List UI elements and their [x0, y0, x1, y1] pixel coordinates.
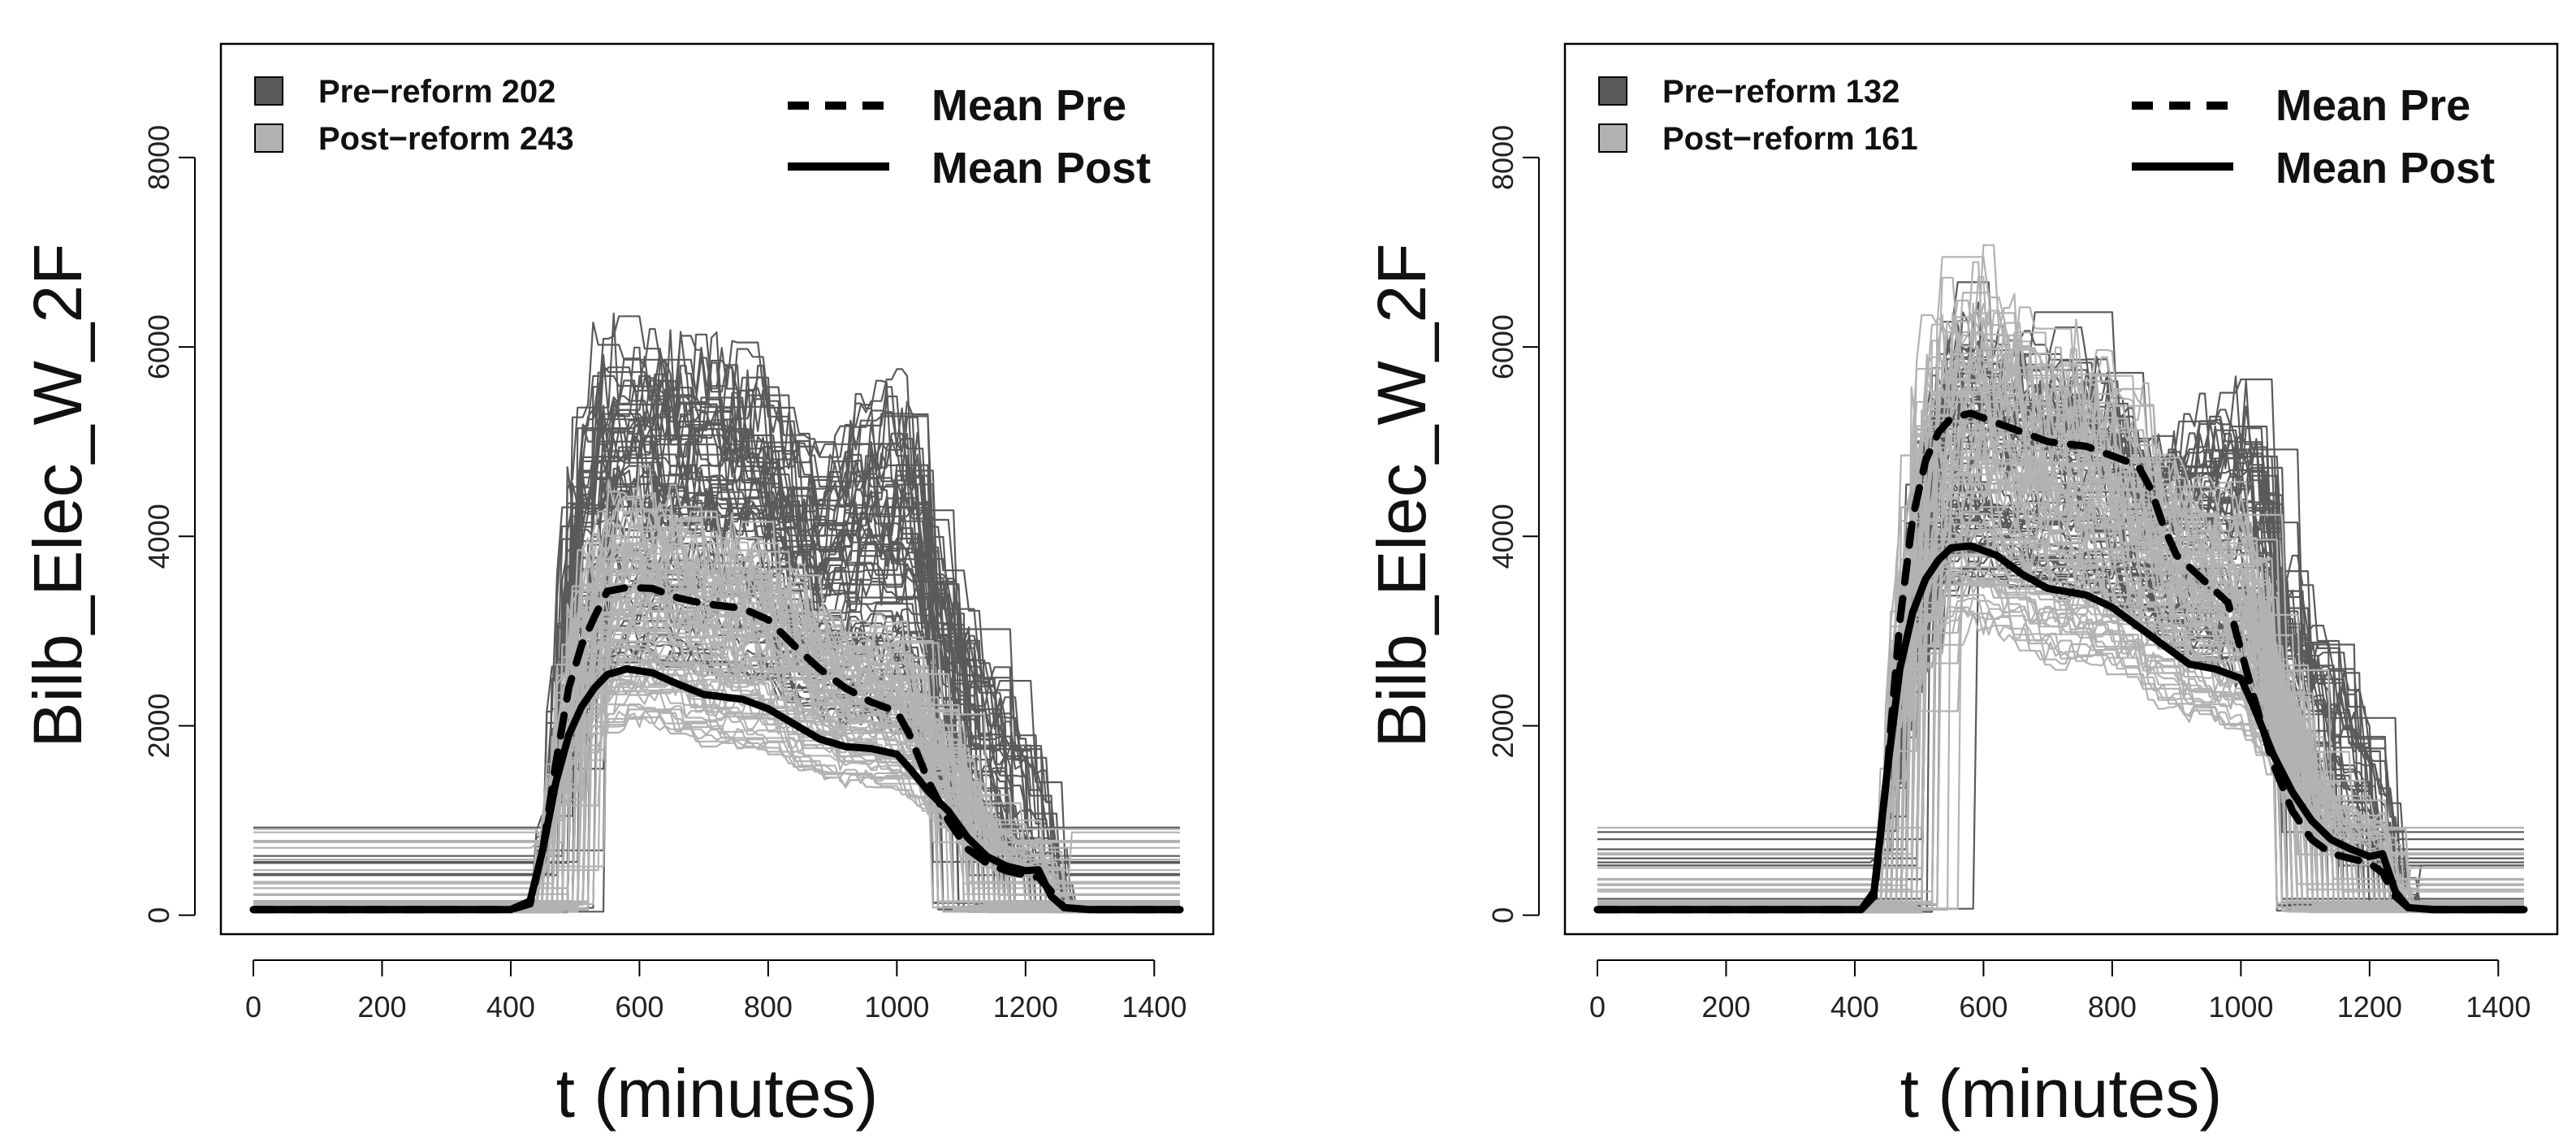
mean-post-line	[1593, 542, 2528, 914]
legend-counts: Pre−reform 202 Post−reform 243	[254, 74, 574, 157]
x-tick-label: 200	[357, 990, 406, 1024]
x-tick-label: 0	[245, 990, 261, 1024]
load-trace	[1597, 528, 2524, 880]
legend-swatch-post	[254, 123, 283, 153]
x-tick-label: 200	[1701, 990, 1750, 1024]
load-trace	[1597, 379, 2524, 902]
y-tick-label: 4000	[1486, 504, 1519, 569]
x-axis-title: t (minutes)	[1900, 1055, 2223, 1132]
y-axis-title: Bilb_Elec_W_2F	[19, 244, 96, 748]
mean-lines	[1593, 409, 2528, 914]
y-tick-label: 2000	[1486, 693, 1519, 758]
y-axis: 0 2000 4000 6000 8000	[1486, 125, 1540, 924]
legend-means: Mean Pre Mean Post	[2132, 81, 2495, 193]
legend-mean-post-label: Mean Post	[2276, 144, 2495, 193]
y-axis-title: Bilb_Elec_W_2F	[1364, 244, 1440, 748]
legend-swatch-post	[1598, 123, 1627, 153]
mean-lines	[249, 583, 1184, 914]
load-trace	[253, 514, 1180, 906]
load-trace	[253, 508, 1180, 895]
load-trace	[1597, 554, 2524, 885]
mean-pre-line	[1593, 409, 2528, 914]
mean-pre-line	[249, 583, 1184, 914]
panel-right: 0 200 400 600 800 1000 1200 1400 0 2000 4000 6000 8…	[1364, 42, 2559, 1132]
load-trace	[1597, 596, 2524, 891]
load-trace	[1597, 311, 2524, 851]
mean-post-line	[249, 665, 1184, 914]
x-tick-label: 800	[744, 990, 793, 1024]
x-tick-label: 1400	[1122, 990, 1186, 1024]
legend-label-pre: Pre−reform 132	[1662, 74, 1900, 110]
y-tick-label: 0	[1486, 907, 1519, 924]
y-tick-label: 4000	[142, 504, 175, 569]
x-axis: 0 200 400 600 800 1000 1200 1400	[1589, 959, 2531, 1024]
load-trace	[253, 543, 1180, 902]
x-tick-label: 600	[615, 990, 663, 1024]
load-trace	[1597, 523, 2524, 855]
plot-frame	[219, 42, 1215, 936]
x-tick-label: 1200	[993, 990, 1058, 1024]
y-tick-label: 8000	[1486, 125, 1519, 190]
panel-left: 0 200 400 600 800 1000 1200 1400 0 2000 4000 6000 8…	[19, 42, 1215, 1132]
individual-traces	[253, 312, 1180, 914]
x-axis: 0 200 400 600 800 1000 1200 1400	[245, 959, 1186, 1024]
legend-counts: Pre−reform 132 Post−reform 161	[1598, 74, 1918, 157]
load-trace	[253, 619, 1180, 844]
x-tick-label: 600	[1959, 990, 2008, 1024]
legend-label-pre: Pre−reform 202	[318, 74, 555, 110]
load-trace	[253, 600, 1180, 861]
y-tick-label: 0	[142, 907, 175, 924]
y-tick-label: 6000	[142, 314, 175, 379]
x-tick-label: 1400	[2466, 990, 2531, 1024]
legend-label-post: Post−reform 161	[1662, 121, 1918, 157]
x-tick-label: 800	[2088, 990, 2137, 1024]
y-tick-label: 6000	[1486, 314, 1519, 379]
load-trace	[253, 704, 1180, 885]
plot-frame	[1563, 42, 2559, 936]
x-tick-label: 400	[1830, 990, 1879, 1024]
legend-mean-pre-label: Mean Pre	[931, 81, 1126, 130]
legend-label-post: Post−reform 243	[318, 121, 574, 157]
load-trace	[253, 525, 1180, 896]
legend-means: Mean Pre Mean Post	[788, 81, 1151, 193]
x-tick-label: 1200	[2337, 990, 2402, 1024]
x-tick-label: 1000	[2208, 990, 2273, 1024]
y-axis: 0 2000 4000 6000 8000	[142, 125, 196, 924]
legend-swatch-pre	[1598, 76, 1627, 106]
x-tick-label: 1000	[864, 990, 929, 1024]
individual-traces	[1597, 244, 2524, 914]
load-trace	[253, 632, 1180, 905]
legend-mean-post-label: Mean Post	[931, 144, 1151, 193]
legend-swatch-pre	[254, 76, 283, 106]
load-trace	[1597, 606, 2524, 902]
y-tick-label: 8000	[142, 125, 175, 190]
x-tick-label: 400	[486, 990, 535, 1024]
y-tick-label: 2000	[142, 693, 175, 758]
load-trace	[253, 548, 1180, 905]
x-axis-title: t (minutes)	[556, 1055, 879, 1132]
load-trace	[1597, 322, 2524, 906]
x-tick-label: 0	[1589, 990, 1606, 1024]
legend-mean-pre-label: Mean Pre	[2276, 81, 2470, 130]
